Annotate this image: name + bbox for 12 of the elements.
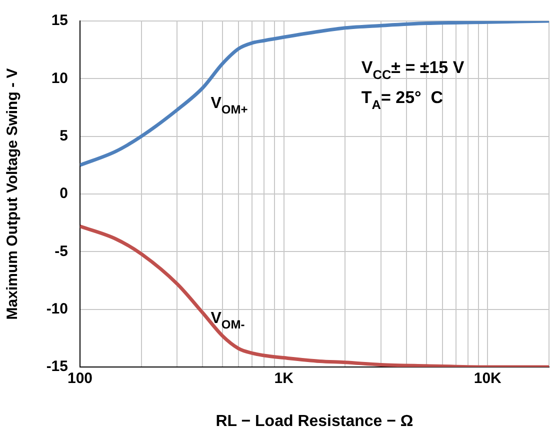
y-tick-label: -5 [54,242,68,260]
x-tick-label: 10K [474,370,502,388]
y-tick-label: 0 [60,185,68,202]
y-tick-label: -15 [46,358,68,376]
y-tick-label: 15 [51,12,68,30]
x-axis-title: RL − Load Resistance − Ω [216,412,414,430]
x-tick-label: 100 [67,370,93,388]
y-tick-label: -10 [46,300,68,318]
y-tick-label: 5 [60,127,68,144]
y-axis-title: Maximum Output Voltage Swing - V [4,68,22,320]
x-tick-label: 1K [274,370,294,388]
y-tick-label: 10 [51,70,68,87]
